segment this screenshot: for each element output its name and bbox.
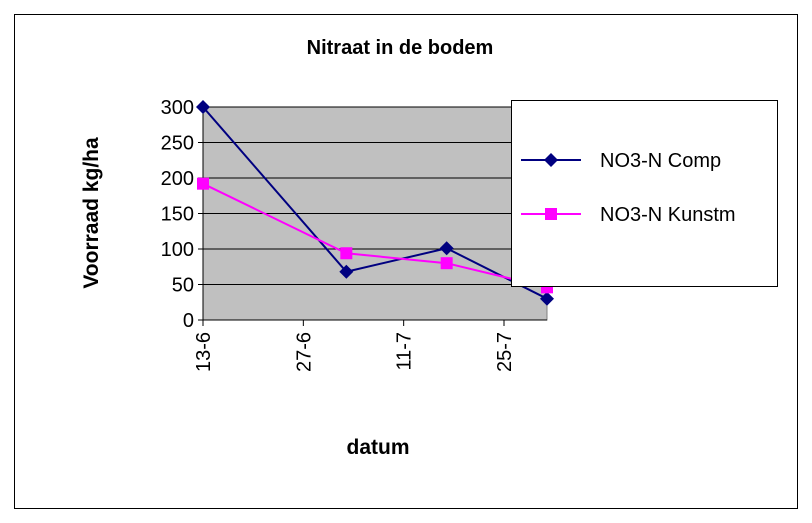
x-tick-label: 25-7 xyxy=(494,332,516,372)
series-line xyxy=(202,106,548,300)
x-axis-label: datum xyxy=(347,436,410,459)
x-tick-label: 11-7 xyxy=(394,332,416,371)
series-line xyxy=(202,182,548,289)
x-tick-label: 27-6 xyxy=(293,332,315,372)
legend-marker xyxy=(544,153,558,167)
marker xyxy=(439,241,454,256)
legend xyxy=(511,100,778,287)
legend-label: NO3-N Comp xyxy=(600,150,721,172)
x-tick-label: 13-6 xyxy=(193,332,215,372)
legend-label: NO3-N Kunstm xyxy=(600,204,736,226)
y-tick-label: 250 xyxy=(161,133,194,155)
y-tick-label: 200 xyxy=(161,168,194,190)
marker xyxy=(197,177,209,190)
chart-title: Nitraat in de bodem xyxy=(307,37,494,59)
y-tick-label: 0 xyxy=(183,310,194,332)
y-tick-label: 300 xyxy=(161,97,194,119)
y-tick-label: 100 xyxy=(161,239,194,261)
marker xyxy=(440,257,453,270)
y-axis-label: Voorraad kg/ha xyxy=(80,137,103,289)
y-tick-label: 150 xyxy=(161,204,194,226)
legend-marker xyxy=(545,208,557,220)
y-tick-label: 50 xyxy=(172,275,194,297)
marker xyxy=(340,247,353,260)
marker xyxy=(540,291,554,306)
marker xyxy=(339,264,354,279)
marker xyxy=(196,100,210,114)
